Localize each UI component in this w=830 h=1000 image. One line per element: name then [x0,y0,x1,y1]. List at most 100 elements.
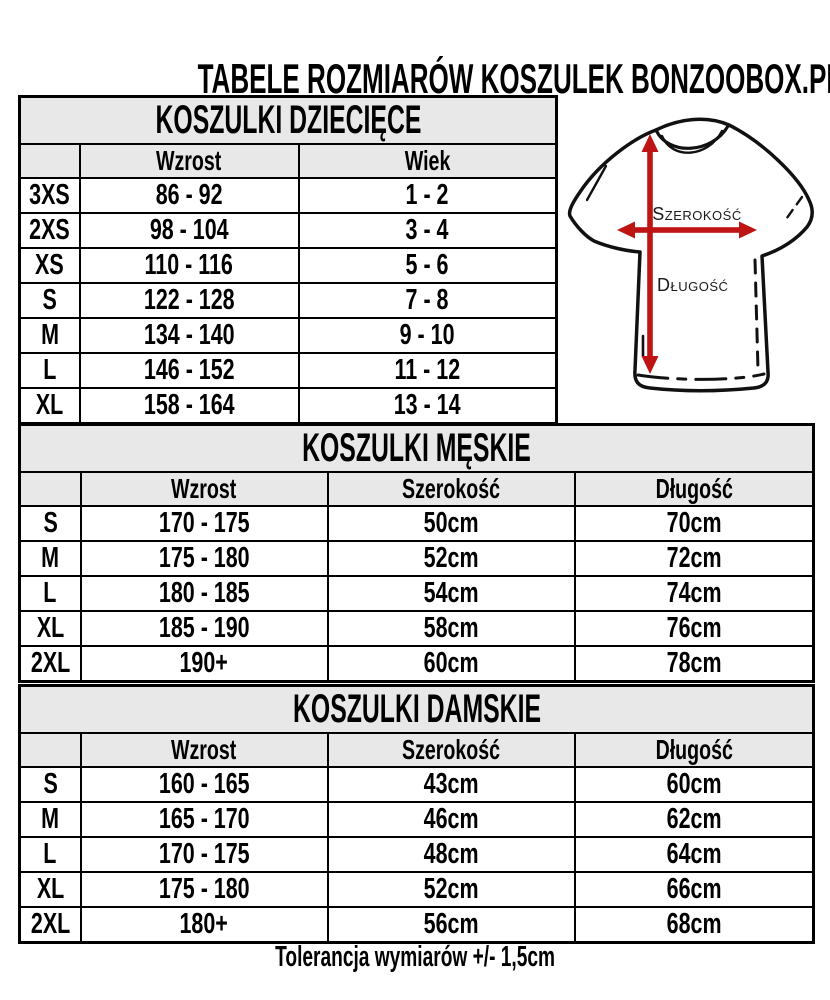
children-table-title-text: KOSZULKI DZIECIĘCE [155,98,421,142]
size-cell: 2XL [18,906,82,944]
wzrost-cell: 180 - 185 [79,575,329,612]
dlugosc-cell: 66cm [573,871,815,908]
table-row: 2XS 98 - 104 3 - 4 [18,212,558,249]
table-title-row: KOSZULKI DZIECIĘCE [18,95,558,145]
szerokosc-cell: 48cm [326,836,576,873]
table-title-row: KOSZULKI DAMSKIE [18,684,815,734]
wzrost-cell: 110 - 116 [78,247,300,284]
wzrost-cell: 175 - 180 [79,871,329,908]
wzrost-cell: 170 - 175 [79,505,329,542]
wzrost-value: 160 - 165 [158,768,250,800]
szerokosc-value: 52cm [423,542,479,574]
table-row: S 170 - 175 50cm 70cm [18,505,815,542]
wzrost-value: 122 - 128 [143,284,235,316]
women-table-title: KOSZULKI DAMSKIE [18,684,815,734]
wzrost-cell: 158 - 164 [78,387,300,425]
wiek-value: 1 - 2 [405,179,449,211]
size-cell: 2XL [18,645,82,683]
size-label: M [40,319,59,351]
dlugosc-value: 74cm [666,577,722,609]
length-label: Długość [657,275,728,295]
page-title: TABELE ROZMIARÓW KOSZULEK BONZOOBOX.PL [0,58,830,100]
wzrost-value: 165 - 170 [158,803,250,835]
wzrost-value: 170 - 175 [158,507,250,539]
table-row: XL 175 - 180 52cm 66cm [18,871,815,908]
dlugosc-cell: 68cm [573,906,815,944]
table-row: M 134 - 140 9 - 10 [18,317,558,354]
table-row: M 165 - 170 46cm 62cm [18,801,815,838]
wzrost-value: 170 - 175 [158,838,250,870]
size-label: L [43,577,57,609]
wiek-value: 3 - 4 [405,214,449,246]
dlugosc-cell: 78cm [573,645,815,683]
col-header-szerokosc: Szerokość [326,732,576,768]
col-header-wzrost: Wzrost [79,471,329,507]
col-header-wzrost-text: Wzrost [171,473,237,504]
szerokosc-value: 43cm [423,768,479,800]
length-arrow [641,134,659,374]
wzrost-value: 175 - 180 [158,873,250,905]
size-label: 3XS [29,179,71,211]
wzrost-value: 110 - 116 [144,249,234,281]
szerokosc-value: 46cm [423,803,479,835]
szerokosc-cell: 46cm [326,801,576,838]
szerokosc-value: 54cm [423,577,479,609]
tshirt-outline [567,117,814,393]
table-header-row: Wzrost Szerokość Długość [18,471,815,507]
size-cell: S [18,505,82,542]
wzrost-cell: 180+ [79,906,329,944]
table-row: M 175 - 180 52cm 72cm [18,540,815,577]
col-header-dlugosc-text: Długość [655,734,733,765]
wiek-cell: 13 - 14 [297,387,558,425]
col-header-dlugosc: Długość [573,732,815,768]
size-label: M [41,542,60,574]
size-cell: S [18,282,81,319]
col-header-szerokosc-text: Szerokość [401,734,501,765]
szerokosc-cell: 52cm [326,540,576,577]
wiek-cell: 3 - 4 [297,212,558,249]
table-row: S 122 - 128 7 - 8 [18,282,558,319]
table-row: 2XL 190+ 60cm 78cm [18,645,815,683]
wzrost-value: 190+ [179,647,229,679]
wzrost-value: 180 - 185 [158,577,250,609]
table-row: S 160 - 165 43cm 60cm [18,766,815,803]
dlugosc-value: 68cm [666,908,722,940]
dlugosc-value: 64cm [666,838,722,870]
dlugosc-cell: 64cm [573,836,815,873]
width-arrow [617,221,757,239]
szerokosc-cell: 54cm [326,575,576,612]
dlugosc-value: 78cm [666,647,722,679]
wiek-value: 7 - 8 [405,284,449,316]
dlugosc-cell: 76cm [573,610,815,647]
size-label: L [43,354,57,386]
dlugosc-value: 76cm [666,612,722,644]
dlugosc-cell: 72cm [573,540,815,577]
dlugosc-cell: 62cm [573,801,815,838]
col-header-wzrost: Wzrost [78,143,300,179]
size-cell: XL [18,871,82,908]
table-row: 2XL 180+ 56cm 68cm [18,906,815,944]
women-size-table: KOSZULKI DAMSKIE Wzrost Szerokość Długoś… [18,684,815,944]
size-label: XL [36,612,64,644]
wzrost-cell: 175 - 180 [79,540,329,577]
wiek-value: 5 - 6 [405,249,449,281]
wiek-cell: 9 - 10 [297,317,558,354]
dlugosc-cell: 70cm [573,505,815,542]
size-cell: L [18,836,82,873]
table-row: L 180 - 185 54cm 74cm [18,575,815,612]
size-cell: M [18,540,82,577]
dlugosc-cell: 74cm [573,575,815,612]
size-cell: L [18,575,82,612]
wzrost-cell: 122 - 128 [78,282,300,319]
col-header-wzrost-text: Wzrost [156,145,222,176]
children-size-table: KOSZULKI DZIECIĘCE Wzrost Wiek 3XS 86 - … [18,95,558,425]
wzrost-cell: 160 - 165 [79,766,329,803]
tshirt-illustration: Szerokość Długość [567,117,814,393]
width-label: Szerokość [652,204,741,224]
size-label: XL [36,389,64,421]
tshirt-collar [654,124,730,150]
size-cell: 2XS [18,212,81,249]
size-label: S [43,768,58,800]
wzrost-value: 146 - 152 [143,354,235,386]
col-header-dlugosc-text: Długość [655,473,733,504]
